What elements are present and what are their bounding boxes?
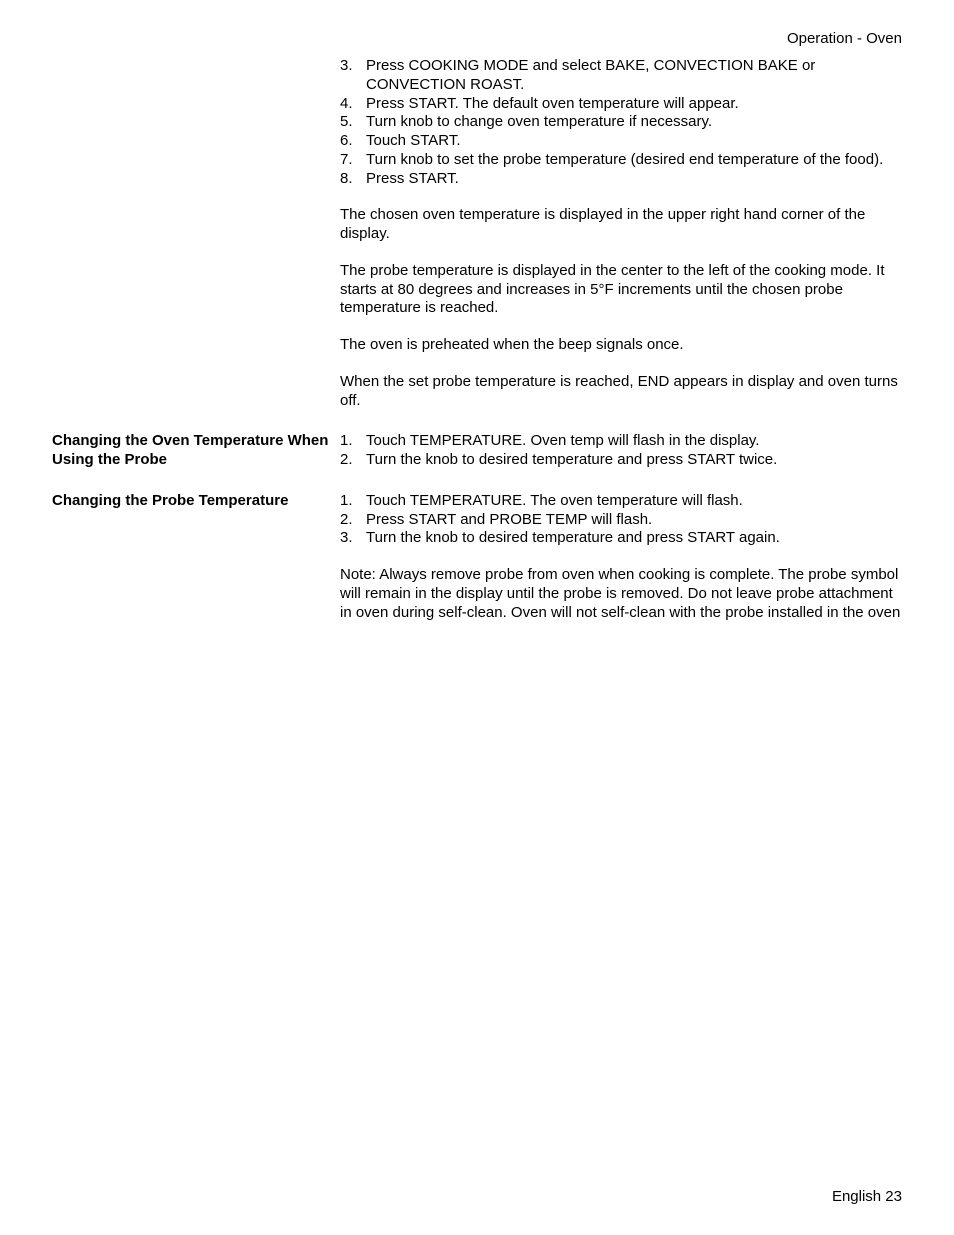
paragraph: When the set probe temperature is reache…: [340, 373, 902, 411]
step-item: 1. Touch TEMPERATURE. Oven temp will fla…: [340, 432, 902, 451]
step-item: 3. Turn the knob to desired temperature …: [340, 529, 902, 548]
step-num: 6.: [340, 132, 366, 151]
step-text: Press START.: [366, 170, 902, 189]
step-text: Press START and PROBE TEMP will flash.: [366, 511, 902, 530]
paragraph: The probe temperature is displayed in th…: [340, 262, 902, 318]
paragraph: The oven is preheated when the beep sign…: [340, 336, 902, 355]
step-num: 3.: [340, 529, 366, 548]
steps-list-2: 1. Touch TEMPERATURE. Oven temp will fla…: [340, 432, 902, 470]
step-item: 8. Press START.: [340, 170, 902, 189]
step-item: 2. Press START and PROBE TEMP will flash…: [340, 511, 902, 530]
step-text: Touch START.: [366, 132, 902, 151]
page: Operation - Oven 3. Press COOKING MODE a…: [0, 0, 954, 1235]
section-heading: Changing the Oven Temperature When Using…: [52, 432, 330, 470]
step-text: Press COOKING MODE and select BAKE, CONV…: [366, 57, 902, 95]
step-text: Press START. The default oven temperatur…: [366, 95, 902, 114]
step-num: 8.: [340, 170, 366, 189]
step-item: 5. Turn knob to change oven temperature …: [340, 113, 902, 132]
step-num: 1.: [340, 492, 366, 511]
step-text: Touch TEMPERATURE. The oven temperature …: [366, 492, 902, 511]
step-num: 4.: [340, 95, 366, 114]
step-num: 2.: [340, 511, 366, 530]
step-text: Turn the knob to desired temperature and…: [366, 529, 902, 548]
page-header: Operation - Oven: [52, 30, 902, 47]
step-item: 3. Press COOKING MODE and select BAKE, C…: [340, 57, 902, 95]
step-item: 2. Turn the knob to desired temperature …: [340, 451, 902, 470]
step-item: 4. Press START. The default oven tempera…: [340, 95, 902, 114]
page-footer: English 23: [832, 1188, 902, 1205]
section-heading: Changing the Probe Temperature: [52, 492, 330, 511]
step-item: 1. Touch TEMPERATURE. The oven temperatu…: [340, 492, 902, 511]
section-change-probe-temp: Changing the Probe Temperature 1. Touch …: [52, 492, 902, 623]
step-num: 7.: [340, 151, 366, 170]
note-paragraph: Note: Always remove probe from oven when…: [340, 566, 902, 622]
step-item: 7. Turn knob to set the probe temperatur…: [340, 151, 902, 170]
paragraph: The chosen oven temperature is displayed…: [340, 206, 902, 244]
step-num: 3.: [340, 57, 366, 95]
section-probe-setup: 3. Press COOKING MODE and select BAKE, C…: [52, 57, 902, 410]
step-text: Touch TEMPERATURE. Oven temp will flash …: [366, 432, 902, 451]
step-text: Turn the knob to desired temperature and…: [366, 451, 902, 470]
step-num: 5.: [340, 113, 366, 132]
step-text: Turn knob to set the probe temperature (…: [366, 151, 902, 170]
step-num: 2.: [340, 451, 366, 470]
section-change-oven-temp: Changing the Oven Temperature When Using…: [52, 432, 902, 470]
step-text: Turn knob to change oven temperature if …: [366, 113, 902, 132]
step-item: 6. Touch START.: [340, 132, 902, 151]
step-num: 1.: [340, 432, 366, 451]
steps-list-1: 3. Press COOKING MODE and select BAKE, C…: [340, 57, 902, 188]
steps-list-3: 1. Touch TEMPERATURE. The oven temperatu…: [340, 492, 902, 548]
